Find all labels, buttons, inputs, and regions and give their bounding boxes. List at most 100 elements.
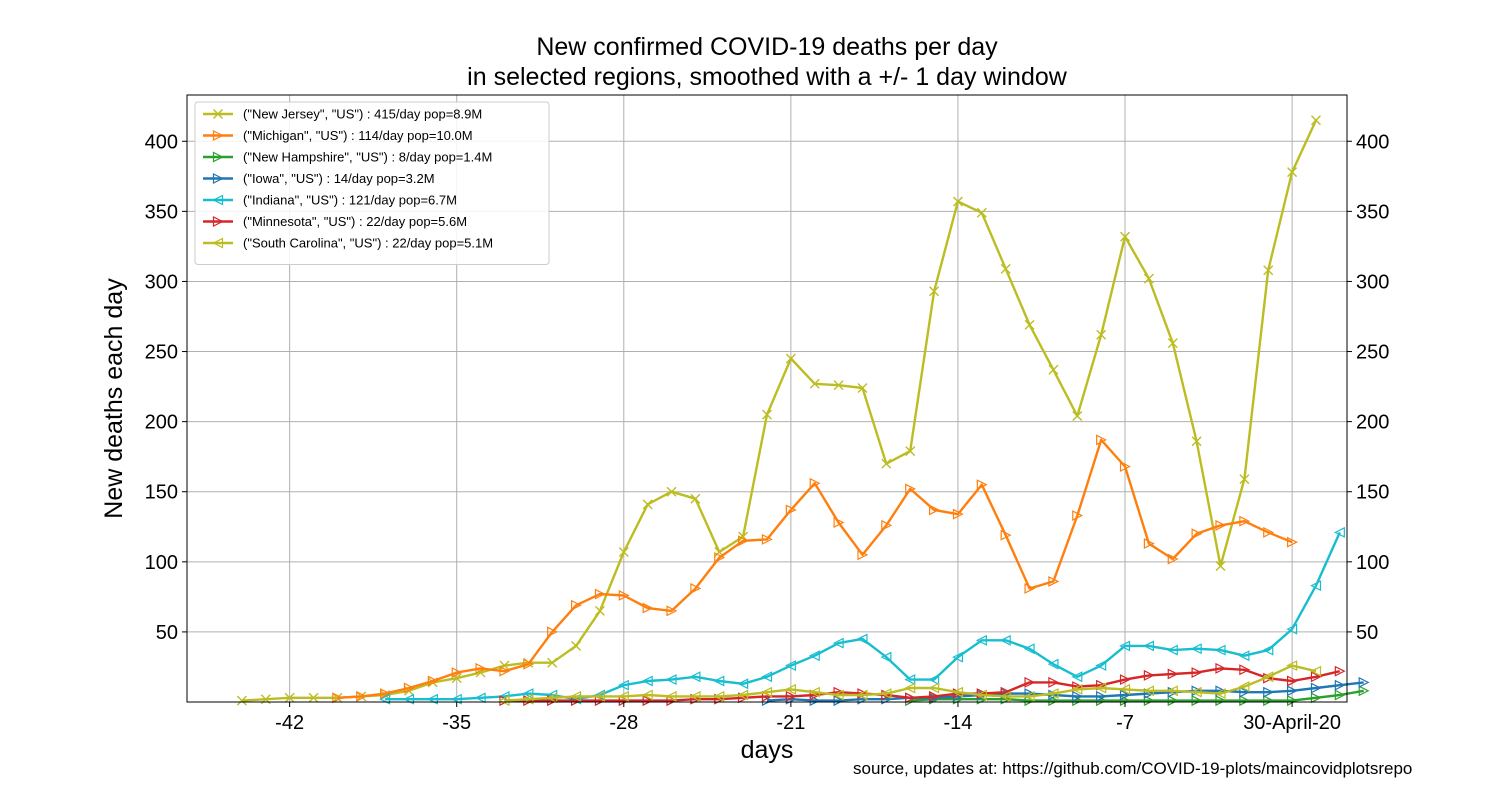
data-point [499,665,511,677]
chart-title-line: New confirmed COVID-19 deaths per day [536,33,998,61]
data-point [1023,643,1035,655]
data-point [236,695,247,706]
data-point [594,690,606,702]
data-point [666,486,677,497]
x-tick-label: -35 [442,712,471,734]
marker-stroke [1310,115,1321,126]
data-point [832,637,844,649]
data-point [880,688,892,700]
data-point [1167,553,1179,565]
marker-stroke [666,486,677,497]
legend-entry: ("Indiana", "US") : 121/day pop=6.7M [203,193,457,208]
data-point [1000,529,1012,541]
data-point [474,692,486,704]
axis-ticks: -42 -35 -28 -21 -14 -7 30-April-20 50 50 100 100 15… [145,131,1390,734]
data-point [1120,231,1131,242]
data-point [1214,644,1226,656]
data-point [618,589,630,601]
y-tick-label: 200 [145,412,178,434]
data-point [1096,690,1107,702]
series-line [504,664,1317,702]
data-point [737,689,749,701]
x-tick-label: -21 [776,712,805,734]
marker-stroke [857,382,868,393]
data-point [929,286,940,297]
data-point [284,692,295,703]
data-point [427,675,439,687]
data-point [808,686,820,698]
data-point [833,380,844,391]
data-point [1143,685,1154,697]
data-point [1287,536,1298,548]
data-point [833,517,845,529]
data-point [1143,538,1155,550]
data-point [1334,679,1346,691]
data-point [641,689,653,701]
marker-stroke [284,692,295,703]
data-point [738,535,749,547]
y-tick-label-right: 100 [1356,552,1389,574]
data-point [522,688,534,700]
data-point [785,504,797,516]
data-point [1263,686,1275,698]
data-point [1166,685,1178,697]
data-point [809,695,821,707]
marker-stroke [1120,231,1131,242]
data-point [499,660,510,671]
data-point [570,690,582,702]
x-tick-label: -14 [943,712,972,734]
data-point [1287,685,1298,697]
data-point [690,493,701,504]
data-point [1215,662,1227,674]
data-point [1095,682,1107,694]
data-point [1024,319,1035,330]
data-point [1263,526,1275,538]
data-point [523,658,535,670]
y-tick-label-right: 300 [1356,271,1389,293]
data-point [403,682,415,694]
data-point [1238,681,1250,693]
legend-label: ("New Jersey", "US") : 415/day pop=8.9M [243,107,482,122]
legend-entry: ("South Carolina", "US") : 22/day pop=5.… [203,236,493,251]
data-point [1190,686,1202,698]
data-point [857,549,869,561]
marker-stroke [571,640,582,651]
data-point [1024,676,1036,688]
data-point [785,353,796,364]
data-point [546,692,558,704]
data-point [1215,561,1226,572]
data-point [737,678,749,690]
data-point [1096,434,1107,446]
legend-box [194,101,550,265]
marker-stroke [1072,411,1083,422]
series-line [337,438,1293,699]
data-point [952,651,964,663]
marker-stroke [833,380,844,391]
marker-stroke [1167,338,1178,349]
data-point [617,679,629,691]
data-point [1262,644,1274,656]
data-point [1023,690,1035,702]
data-point [1239,664,1251,676]
data-point [498,695,510,707]
data-point [1119,674,1131,686]
marker-stroke [738,531,749,542]
data-point [689,690,701,702]
marker-stroke [332,692,343,703]
data-point [1334,689,1346,701]
data-point [1047,688,1059,700]
data-point [1071,671,1083,683]
data-point [212,151,224,163]
data-point [1143,695,1155,707]
plot-frame [186,94,1348,703]
data-point [1214,688,1226,700]
data-point [1072,510,1084,522]
data-point [379,693,391,705]
data-point [1095,660,1107,672]
y-axis-label: New deaths each day [100,278,128,519]
data-point [571,640,582,651]
data-point [975,689,987,701]
data-point [1263,265,1274,276]
plot-series [236,115,1370,707]
data-point [1239,686,1251,698]
